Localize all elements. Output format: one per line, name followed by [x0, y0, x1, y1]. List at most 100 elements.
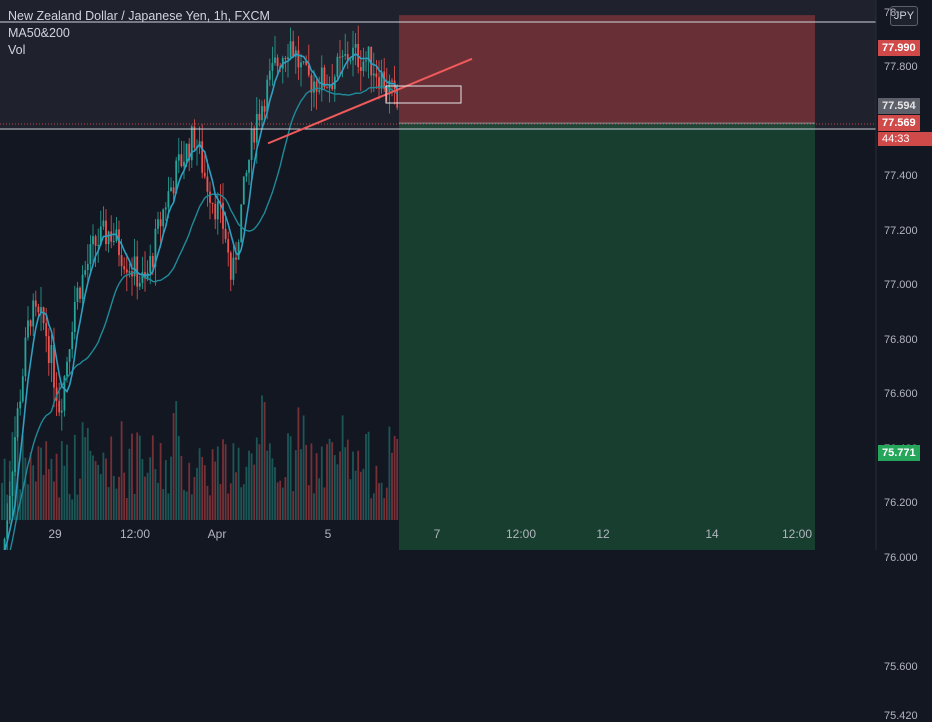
volume-bar	[146, 472, 149, 520]
candle-body	[237, 242, 240, 260]
indicator-label[interactable]: MA50&200	[8, 26, 70, 40]
candle-body	[339, 56, 341, 58]
top-shaded-band	[0, 0, 876, 128]
volume-label[interactable]: Vol	[8, 43, 26, 57]
candle-body	[242, 176, 245, 205]
volume-bar	[367, 431, 370, 520]
symbol-title[interactable]: New Zealand Dollar / Japanese Yen, 1h, F…	[8, 9, 270, 23]
volume-bar	[76, 494, 79, 520]
ma-200-line	[9, 85, 398, 550]
x-tick-label: 12:00	[505, 527, 537, 541]
volume-bar	[375, 465, 378, 520]
volume-bar	[105, 458, 107, 520]
volume-bar	[393, 435, 396, 520]
volume-bar	[120, 421, 123, 520]
volume-bar	[302, 415, 305, 520]
volume-bar	[396, 438, 399, 520]
volume-bar	[92, 455, 94, 520]
volume-bar	[201, 456, 204, 520]
candle-body	[380, 71, 383, 89]
trend-line[interactable]	[267, 57, 473, 145]
y-tick-label: 75.600	[884, 661, 918, 674]
candle-body	[128, 271, 131, 273]
candle-body	[240, 204, 243, 243]
volume-bar	[112, 475, 115, 520]
candle-body	[344, 54, 347, 56]
candle-body	[318, 90, 321, 92]
candle-body	[53, 345, 55, 388]
candle-body	[63, 376, 66, 411]
y-tick-label: 76.600	[884, 388, 918, 401]
volume-bar	[118, 476, 120, 520]
x-tick-label: 12:00	[119, 527, 151, 541]
candle-body	[396, 88, 399, 108]
volume-bar	[203, 465, 206, 520]
candle-body	[66, 361, 68, 377]
volume-bar	[222, 439, 224, 520]
candle-body	[331, 85, 334, 90]
candle-body	[292, 41, 295, 57]
volume-bar	[258, 444, 261, 520]
candle-body	[370, 46, 373, 76]
volume-bar	[229, 483, 232, 520]
volume-bar	[287, 433, 289, 520]
candle-body	[102, 220, 105, 227]
y-tick-label: 77.400	[884, 170, 918, 183]
volume-bar	[131, 433, 133, 520]
candle-body	[263, 106, 266, 112]
candle-body	[71, 332, 74, 350]
candle-body	[73, 301, 76, 333]
candle-body	[352, 47, 354, 61]
volume-bar	[240, 487, 243, 520]
candle-body	[45, 323, 48, 337]
volume-bar	[378, 483, 380, 520]
volume-bar	[388, 426, 391, 520]
candle-body	[89, 244, 92, 264]
x-tick-label: Apr	[207, 527, 227, 541]
reward-zone[interactable]	[399, 123, 815, 550]
volume-bar	[266, 450, 269, 520]
volume-bar	[73, 434, 76, 520]
volume-bar	[71, 499, 74, 520]
volume-bar	[45, 441, 48, 520]
price-chart[interactable]	[0, 0, 932, 550]
risk-zone[interactable]	[399, 15, 815, 124]
volume-bar	[47, 469, 50, 520]
volume-bar	[21, 435, 24, 520]
volume-bar	[279, 480, 282, 520]
volume-bar	[185, 491, 188, 520]
candle-body	[188, 143, 191, 161]
candle-body	[328, 85, 331, 89]
volume-bar	[328, 438, 331, 520]
volume-bar	[167, 493, 170, 520]
x-tick-label: 12	[596, 527, 610, 541]
volume-bar	[188, 462, 191, 520]
volume-bar	[14, 470, 16, 520]
volume-bar	[180, 455, 183, 520]
volume-bar	[24, 457, 27, 520]
volume-bar	[380, 482, 383, 520]
candle-body	[94, 236, 97, 246]
volume-bar	[248, 450, 250, 520]
candle-body	[86, 263, 89, 271]
volume-bar	[365, 433, 367, 520]
candle-body	[81, 274, 84, 299]
stop-price-label: 75.771	[878, 445, 920, 461]
candle-body	[209, 191, 211, 203]
currency-badge[interactable]: JPY	[890, 6, 918, 26]
annotation-box[interactable]	[385, 85, 462, 104]
candle-body	[359, 67, 362, 71]
candle-body	[287, 57, 289, 60]
candle-body	[313, 81, 315, 93]
volume-bar	[281, 487, 284, 520]
candle-body	[6, 520, 9, 540]
y-tick-label: 77.800	[884, 60, 918, 73]
volume-bar	[250, 453, 253, 520]
volume-bar	[245, 466, 248, 520]
candle-body	[266, 79, 269, 112]
candle-body	[112, 240, 115, 242]
volume-bar	[29, 452, 32, 520]
volume-bar	[391, 452, 393, 520]
volume-bar	[196, 467, 198, 520]
candle-body	[372, 73, 375, 76]
